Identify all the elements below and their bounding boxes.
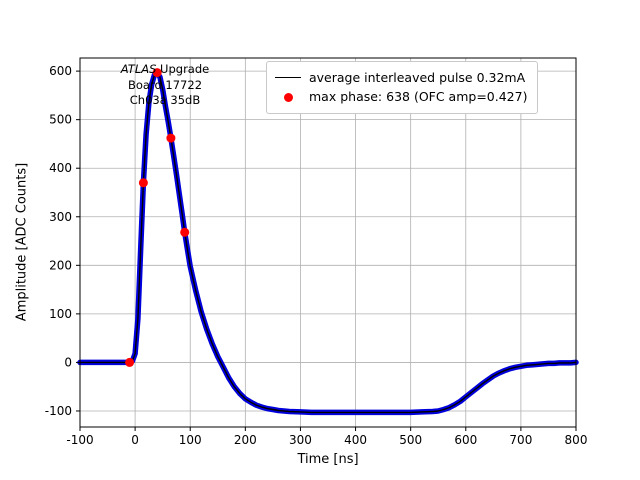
x-tick-label: 700 <box>509 433 532 447</box>
y-tick-label: 500 <box>49 113 72 127</box>
plot-annotation: ATLAS Upgrade Board 17722 Ch03a 35dB <box>100 62 230 109</box>
y-tick-label: 400 <box>49 161 72 175</box>
y-tick-label: 0 <box>64 355 72 369</box>
x-tick-label: 400 <box>344 433 367 447</box>
x-tick-label: 0 <box>131 433 139 447</box>
legend-dot-swatch <box>283 92 293 102</box>
x-tick-label: 500 <box>399 433 422 447</box>
y-tick-label: 300 <box>49 210 72 224</box>
x-tick-label: 200 <box>234 433 257 447</box>
legend-entry-maxphase: max phase: 638 (OFC amp=0.427) <box>275 87 527 106</box>
legend-label-pulse: average interleaved pulse 0.32mA <box>309 70 526 85</box>
pulse-marker-band <box>77 69 579 416</box>
x-tick-label: -100 <box>66 433 93 447</box>
legend-dot-swatch-wrap <box>275 92 301 102</box>
x-tick-label: 600 <box>454 433 477 447</box>
axes-frame <box>79 57 577 428</box>
annotation-upgrade: Upgrade <box>156 62 210 76</box>
x-axis-label: Time [ns] <box>297 452 359 467</box>
annotation-line3: Ch03a 35dB <box>129 93 201 108</box>
legend-line-swatch <box>275 77 301 79</box>
y-tick-label: 600 <box>49 64 72 78</box>
y-tick-label: 200 <box>49 258 72 272</box>
y-tick-label: 100 <box>49 307 72 321</box>
y-axis-label: Amplitude [ADC Counts] <box>14 162 30 322</box>
max-phase-sample-dot <box>180 227 190 237</box>
y-tick-label: -100 <box>45 404 72 418</box>
pulse-average-line <box>80 71 577 414</box>
annotation-line1: ATLAS Upgrade <box>100 62 230 78</box>
max-phase-sample-dot <box>166 133 176 143</box>
max-phase-sample-dot <box>152 68 162 78</box>
x-tick-label: 300 <box>289 433 312 447</box>
max-phase-sample-dot <box>138 178 148 188</box>
max-phase-sample-dot <box>125 357 135 367</box>
annotation-atlas: ATLAS <box>120 62 157 76</box>
legend-entry-pulse: average interleaved pulse 0.32mA <box>275 68 527 87</box>
annotation-line2: Board 17722 <box>127 77 203 92</box>
legend: average interleaved pulse 0.32mA max pha… <box>266 61 539 114</box>
x-tick-label: 800 <box>565 433 588 447</box>
x-tick-label: 100 <box>179 433 202 447</box>
legend-label-maxphase: max phase: 638 (OFC amp=0.427) <box>309 89 528 105</box>
